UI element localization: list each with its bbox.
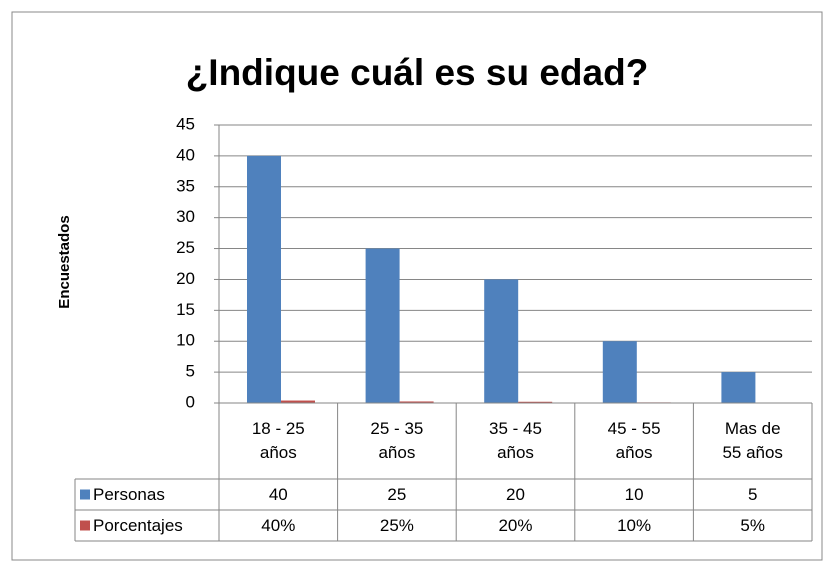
y-tick-label: 15 [176,300,195,319]
bar [602,341,637,403]
table-value: 25% [379,515,414,535]
table-value: 40 [268,484,288,504]
bar [365,248,400,403]
chart-border [11,11,823,561]
bar [399,401,434,403]
x-tick-label: 35 - 45 años [489,419,542,462]
bar [484,279,519,403]
y-tick-label: 0 [186,392,195,411]
x-tick-label: 18 - 25 años [251,419,305,462]
y-tick-label: 25 [176,238,195,257]
x-tick-label: 45 - 55 años [607,419,661,462]
x-tick-label: 25 - 35 años [370,419,424,462]
y-tick-label: 20 [176,269,195,288]
table-value: 20 [506,484,525,504]
y-tick-label: 30 [176,207,195,226]
legend-label: Porcentajes [93,515,183,535]
y-tick-label: 35 [176,176,195,195]
y-tick-label: 45 [176,114,195,133]
table-value: 25 [387,484,407,504]
table-value: 10% [617,515,652,535]
legend-label: Personas [93,484,165,504]
bar [281,400,315,403]
y-tick-label: 5 [186,362,195,381]
table-value: 40% [261,515,296,535]
y-axis-label: Encuestados [56,215,73,308]
legend-key [80,489,90,500]
table-value: 5% [740,515,765,535]
y-tick-label: 40 [176,145,195,164]
chart-title: ¿Indique cuál es su edad? [186,52,649,93]
x-tick-label: Mas de 55 años [722,419,783,462]
table-value: 5 [747,484,758,504]
bar [721,372,756,403]
bar [518,401,553,403]
y-tick-label: 10 [176,331,195,350]
legend-key [80,520,90,531]
table-value: 10 [624,484,644,504]
bar [247,155,281,403]
table-value: 20% [498,515,533,535]
